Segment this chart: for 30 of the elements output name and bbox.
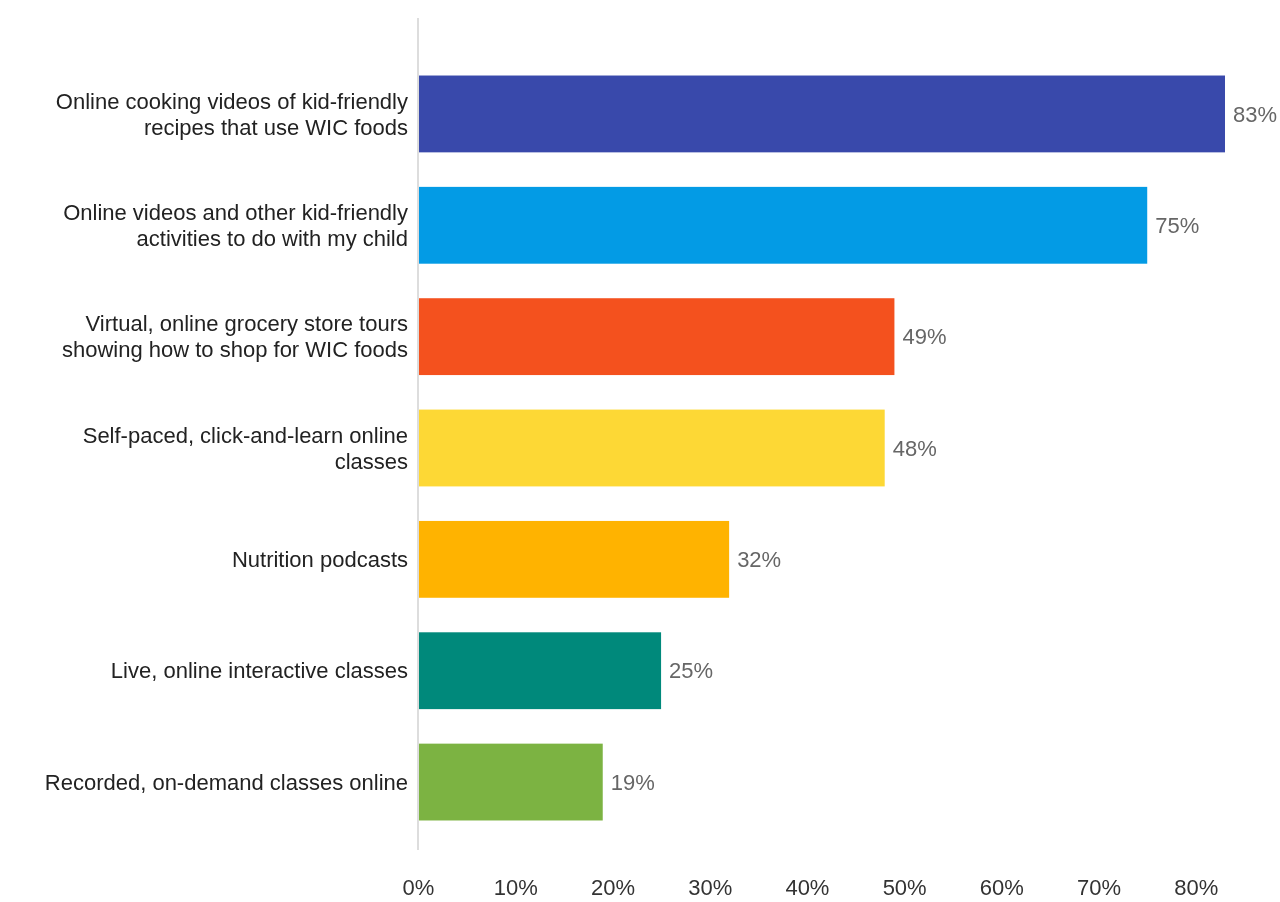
bar	[418, 743, 603, 821]
x-tick-label: 50%	[882, 874, 927, 900]
bar	[418, 75, 1225, 153]
x-tick-label: 60%	[979, 874, 1024, 900]
bar	[418, 298, 895, 376]
data-label: 25%	[669, 658, 714, 684]
y-tick-label: Self-paced, click-and-learn online classes	[82, 422, 408, 474]
bar	[418, 409, 885, 487]
y-tick-label: Virtual, online grocery store tours showing how to shop for WIC foods	[61, 311, 408, 363]
x-tick-label: 40%	[785, 874, 830, 900]
x-tick-label: 10%	[493, 874, 538, 900]
x-tick-label: 0%	[402, 874, 435, 900]
y-tick-label: Online cooking videos of kid-friendly recipes that use WIC foods	[55, 88, 408, 140]
data-label: 19%	[610, 769, 655, 795]
bar	[418, 186, 1148, 264]
data-label: 83%	[1233, 101, 1278, 127]
y-tick-label: Online videos and other kid-friendly activities to do with my child	[63, 199, 408, 251]
x-tick-label: 20%	[590, 874, 635, 900]
y-tick-label: Nutrition podcasts	[231, 547, 408, 573]
data-label: 75%	[1155, 212, 1200, 238]
y-tick-label: Live, online interactive classes	[110, 658, 408, 684]
data-label: 48%	[892, 435, 937, 461]
bar	[418, 632, 662, 710]
data-label: 49%	[902, 324, 947, 350]
x-tick-label: 30%	[688, 874, 733, 900]
x-tick-label: 70%	[1077, 874, 1122, 900]
x-tick-label: 80%	[1174, 874, 1219, 900]
data-label: 32%	[737, 547, 782, 573]
y-tick-label: Recorded, on-demand classes online	[44, 769, 408, 795]
bar	[418, 520, 730, 598]
